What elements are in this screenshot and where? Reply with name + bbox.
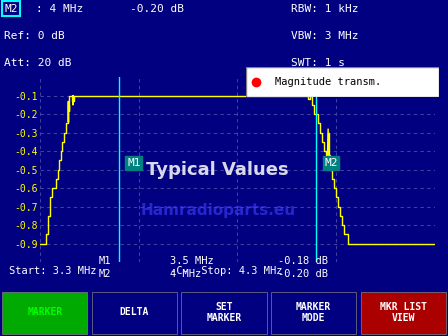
Text: Ref: 0 dB: Ref: 0 dB [4,31,65,41]
Text: -0.20 dB: -0.20 dB [278,269,328,279]
Text: Att: 20 dB: Att: 20 dB [4,58,72,68]
FancyBboxPatch shape [2,292,87,334]
Text: : 4 MHz: : 4 MHz [36,4,83,13]
Text: -0.20 dB: -0.20 dB [130,4,184,13]
FancyBboxPatch shape [271,292,356,334]
Text: SET
MARKER: SET MARKER [207,302,241,323]
FancyBboxPatch shape [361,292,446,334]
Text: RBW: 1 kHz: RBW: 1 kHz [291,4,359,13]
Text: MARKER
MODE: MARKER MODE [296,302,331,323]
Text: MARKER: MARKER [27,307,62,318]
Text: VBW: 3 MHz: VBW: 3 MHz [291,31,359,41]
Text: Hamradioparts.eu: Hamradioparts.eu [140,203,295,218]
Text: SWT: 1 s: SWT: 1 s [291,58,345,68]
Text: MKR LIST
VIEW: MKR LIST VIEW [380,302,426,323]
Text: Magnitude transm.: Magnitude transm. [275,77,382,87]
Text: M2: M2 [324,158,338,168]
Text: M1: M1 [99,256,111,265]
Text: M2: M2 [4,4,18,13]
FancyBboxPatch shape [92,292,177,334]
Text: 4 MHz: 4 MHz [170,269,202,279]
Text: DELTA: DELTA [120,307,149,318]
Text: -C-  Stop: 4.3 MHz: -C- Stop: 4.3 MHz [170,266,283,276]
Text: -0.18 dB: -0.18 dB [278,256,328,265]
Text: 3.5 MHz: 3.5 MHz [170,256,214,265]
Text: Typical Values: Typical Values [146,161,289,179]
Text: M2: M2 [99,269,111,279]
Text: Start: 3.3 MHz: Start: 3.3 MHz [9,266,96,276]
FancyBboxPatch shape [181,292,267,334]
FancyBboxPatch shape [246,67,439,97]
Text: M1: M1 [127,158,141,168]
